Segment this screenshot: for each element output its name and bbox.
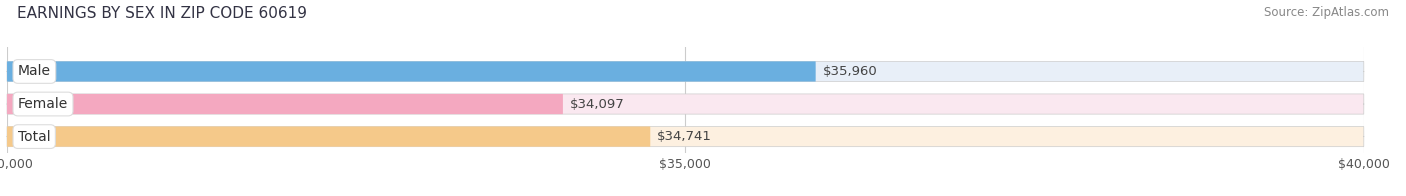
FancyBboxPatch shape (7, 126, 651, 147)
FancyBboxPatch shape (7, 94, 562, 114)
FancyBboxPatch shape (7, 94, 1364, 114)
FancyBboxPatch shape (7, 61, 815, 82)
Text: Total: Total (18, 130, 51, 144)
Text: EARNINGS BY SEX IN ZIP CODE 60619: EARNINGS BY SEX IN ZIP CODE 60619 (17, 6, 307, 21)
Text: $34,741: $34,741 (657, 130, 711, 143)
Text: Male: Male (18, 64, 51, 78)
Text: Source: ZipAtlas.com: Source: ZipAtlas.com (1264, 6, 1389, 19)
Text: $35,960: $35,960 (823, 65, 877, 78)
FancyBboxPatch shape (7, 61, 1364, 82)
FancyBboxPatch shape (7, 126, 1364, 147)
Text: $34,097: $34,097 (569, 98, 624, 111)
Text: Female: Female (18, 97, 67, 111)
